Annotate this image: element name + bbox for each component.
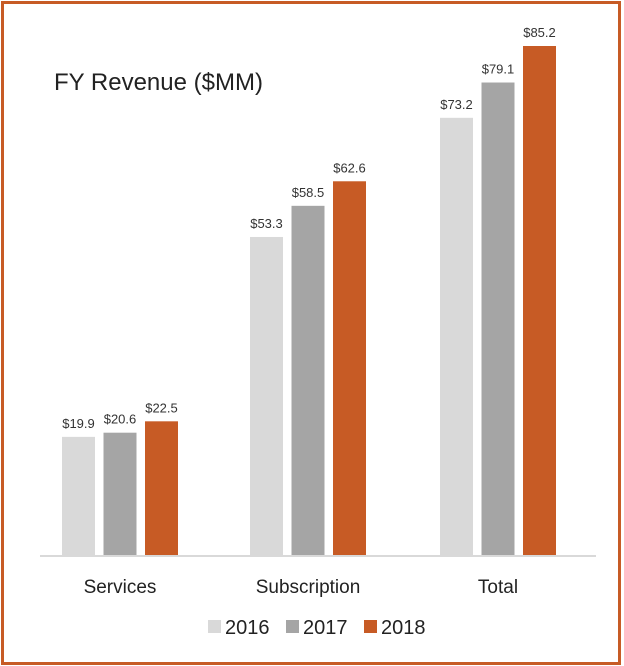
value-label-total-2018: $85.2: [523, 25, 556, 40]
legend-swatch-2018: [364, 620, 377, 633]
value-labels-group: $19.9 $20.6 $22.5 $53.3 $58.5 $62.6 $73.2 $79.1…: [62, 25, 556, 431]
value-label-services-2017: $20.6: [104, 412, 137, 427]
category-label-subscription: Subscription: [256, 577, 361, 598]
value-label-total-2016: $73.2: [440, 97, 473, 112]
bar-subscription-2016: [250, 236, 283, 557]
value-label-subscription-2018: $62.6: [333, 160, 366, 175]
bars-group: [62, 46, 556, 557]
legend-label-2016: 2016: [225, 617, 270, 639]
bar-total-2018: [523, 46, 556, 556]
category-label-services: Services: [84, 577, 157, 598]
chart-title: FY Revenue ($MM): [54, 69, 263, 96]
legend-swatch-2016: [208, 620, 221, 633]
value-label-services-2016: $19.9: [62, 416, 95, 431]
category-label-total: Total: [478, 577, 518, 598]
value-label-services-2018: $22.5: [145, 400, 178, 415]
bar-services-2018: [145, 421, 178, 556]
bar-services-2017: [103, 432, 137, 556]
bar-total-2017: [481, 82, 515, 556]
legend-label-2018: 2018: [381, 617, 426, 639]
bar-subscription-2017: [291, 205, 325, 556]
value-label-subscription-2017: $58.5: [292, 185, 325, 200]
bar-subscription-2018: [333, 181, 366, 557]
value-label-subscription-2016: $53.3: [250, 216, 283, 231]
category-labels-group: Services Subscription Total: [84, 577, 519, 598]
legend: 2016 2017 2018: [208, 617, 426, 639]
bar-services-2016: [62, 436, 95, 556]
legend-swatch-2017: [286, 620, 299, 633]
bar-total-2016: [440, 117, 473, 556]
legend-label-2017: 2017: [303, 617, 348, 639]
value-label-total-2017: $79.1: [482, 62, 515, 77]
